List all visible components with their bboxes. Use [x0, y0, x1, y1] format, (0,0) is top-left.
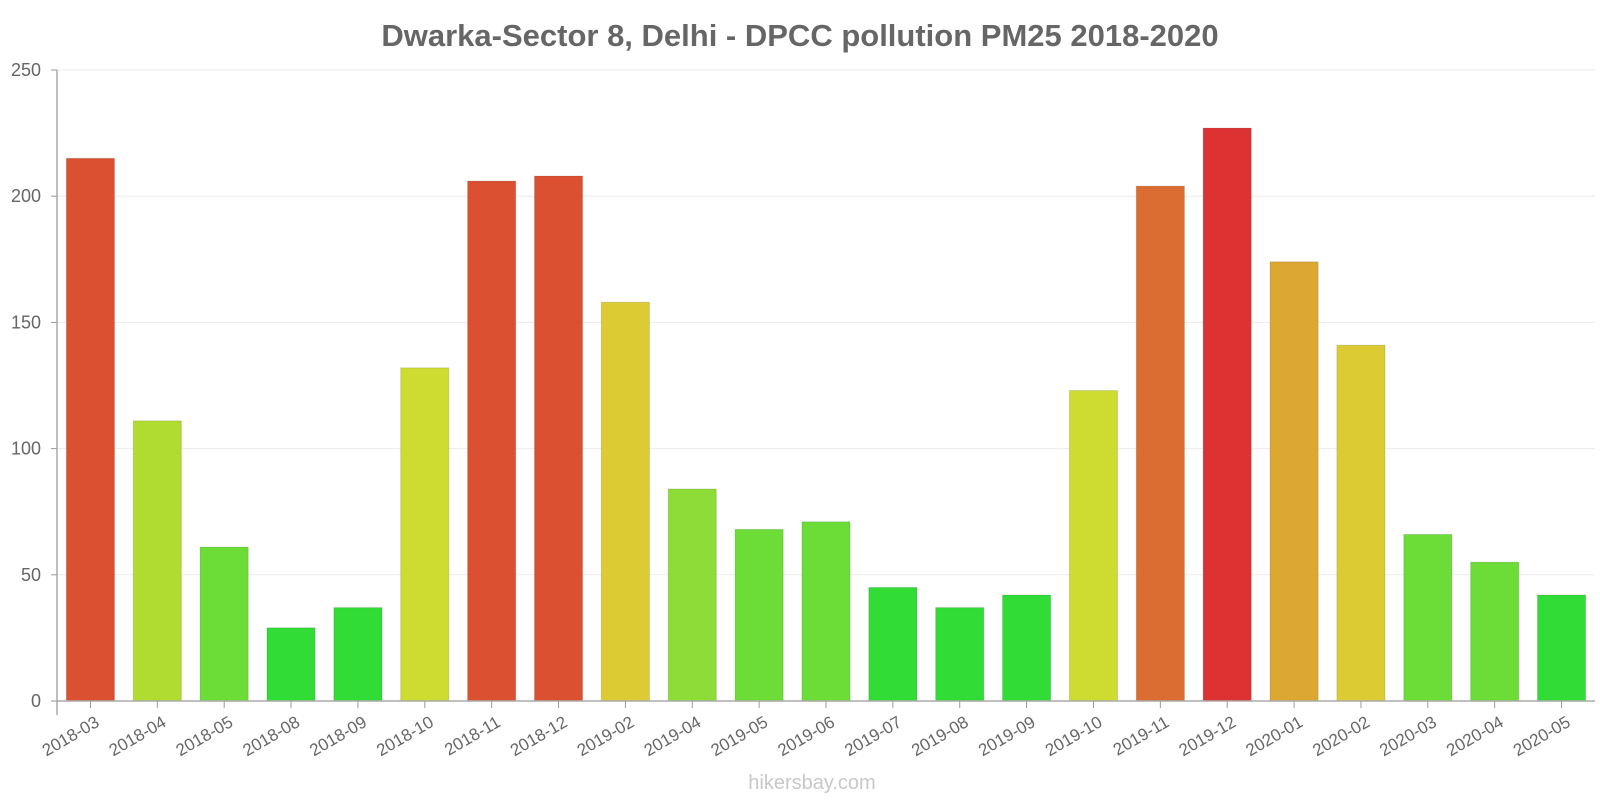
x-tick-label: 2019-07 — [841, 712, 905, 760]
bar-2019-11 — [1135, 185, 1185, 702]
x-tick-label: 2018-10 — [373, 712, 437, 760]
bar-2018-05 — [199, 546, 249, 702]
x-tick-label: 2019-02 — [574, 712, 638, 760]
x-tick-label: 2019-08 — [908, 712, 972, 760]
x-tick-label: 2020-01 — [1243, 712, 1307, 760]
bar-2019-10 — [1068, 390, 1119, 702]
bar-2019-09 — [1002, 594, 1052, 702]
bar-2018-12 — [533, 175, 584, 702]
bar-2018-04 — [132, 420, 182, 702]
x-tick-label: 2020-05 — [1510, 712, 1574, 760]
x-tick-label: 2020-03 — [1376, 712, 1440, 760]
bar-2019-08 — [935, 607, 985, 702]
bar-2018-09 — [333, 607, 383, 702]
bar-2019-07 — [868, 586, 918, 702]
y-tick-label: 250 — [11, 60, 41, 80]
bar-2018-08 — [266, 627, 316, 702]
x-tick-label: 2018-09 — [306, 712, 370, 760]
bar-2020-03 — [1403, 533, 1453, 702]
y-tick-label: 200 — [11, 186, 41, 206]
x-tick-label: 2018-05 — [173, 712, 237, 760]
y-tick-label: 100 — [11, 439, 41, 459]
x-tick-label: 2019-12 — [1176, 712, 1240, 760]
y-tick-label: 0 — [31, 691, 41, 711]
x-tick-label: 2020-02 — [1309, 712, 1373, 760]
bar-2019-06 — [801, 521, 851, 702]
x-tick-label: 2020-04 — [1443, 712, 1507, 760]
bars — [65, 127, 1587, 702]
x-tick-label: 2019-06 — [774, 712, 838, 760]
x-tick-label: 2019-04 — [641, 712, 705, 760]
x-tick-label: 2018-08 — [240, 712, 304, 760]
bar-2020-01 — [1269, 261, 1319, 702]
x-tick-label: 2019-09 — [975, 712, 1039, 760]
bar-2020-05 — [1536, 594, 1587, 702]
bar-2019-05 — [734, 528, 784, 702]
x-tick-label: 2018-03 — [39, 712, 103, 760]
bar-2018-10 — [400, 367, 450, 702]
x-tick-label: 2019-11 — [1110, 712, 1172, 759]
x-tick-label: 2019-05 — [708, 712, 772, 760]
x-axis-ticks: 2018-03 2018-04 2018-05 2018-08 2018-09 2018-… — [39, 701, 1574, 760]
bar-2020-02 — [1336, 344, 1386, 702]
bar-2019-02 — [600, 301, 650, 702]
bar-2019-12 — [1202, 127, 1252, 702]
bar-2018-03 — [65, 157, 116, 702]
y-axis-ticks: 0 50 100 150 200 250 — [11, 60, 57, 711]
bar-2020-04 — [1470, 561, 1520, 702]
x-tick-label: 2018-11 — [441, 712, 503, 759]
x-tick-label: 2018-12 — [507, 712, 571, 760]
x-tick-label: 2018-04 — [106, 712, 170, 760]
bar-2018-11 — [467, 180, 517, 702]
x-tick-label: 2019-10 — [1042, 712, 1106, 760]
y-tick-label: 150 — [11, 312, 41, 332]
bar-2019-04 — [667, 488, 717, 702]
y-tick-label: 50 — [21, 565, 41, 585]
watermark-text: hikersbay.com — [748, 772, 875, 794]
chart-title: Dwarka-Sector 8, Delhi - DPCC pollution … — [381, 18, 1218, 53]
